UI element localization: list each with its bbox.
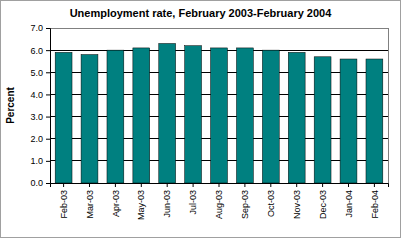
x-tick: Feb-04 (370, 183, 380, 219)
y-tick-mark (46, 94, 50, 95)
x-tick: Jul-03 (188, 183, 198, 215)
y-tick-label: 1.0 (30, 156, 43, 166)
y-tick-label: 7.0 (30, 23, 43, 33)
y-tick-label: 4.0 (30, 90, 43, 100)
title: Unemployment rate, February 2003-Februar… (70, 7, 333, 19)
x-tick-mark (219, 183, 220, 187)
bar (107, 50, 124, 183)
bar (133, 48, 150, 183)
x-tick: Sep-03 (240, 183, 250, 219)
y-tick-label: 6.0 (30, 46, 43, 56)
y-tick: 3.0 (30, 112, 50, 122)
y-tick: 6.0 (30, 46, 50, 56)
x-tick-mark (322, 183, 323, 187)
bar (211, 48, 228, 183)
x-tick-label: Jun-03 (162, 190, 172, 218)
y-tick-mark (46, 183, 50, 184)
x-tick-mark (296, 183, 297, 187)
x-tick: Jun-03 (162, 183, 172, 218)
x-tick-label: Feb-04 (370, 190, 380, 219)
x-tick-mark (244, 183, 245, 187)
y-tick-mark (46, 139, 50, 140)
x-tick: Feb-03 (59, 183, 69, 219)
x-tick: May-03 (136, 183, 146, 220)
y-tick: 0.0 (30, 178, 50, 188)
grid (50, 28, 388, 183)
x-tick: Oct-03 (266, 183, 276, 217)
bar (288, 52, 305, 183)
y-axis-line (46, 29, 51, 184)
plot-frame (50, 28, 388, 183)
y-axis: 0.0 1.0 2.0 3.0 4.0 5.0 6.0 7.0 (30, 23, 50, 188)
x-tick-label: Apr-03 (111, 190, 121, 217)
bars (55, 44, 383, 184)
x-tick-label: Feb-03 (59, 190, 69, 219)
y-tick-label: 0.0 (30, 178, 43, 188)
y-tick: 7.0 (30, 23, 50, 33)
bar (159, 44, 176, 184)
y-tick-label: 2.0 (30, 134, 43, 144)
chart: 0.0 1.0 2.0 3.0 4.0 5.0 6.0 7.0 Feb-03 Mar-03 Apr-… (0, 0, 401, 238)
bar (236, 48, 253, 183)
x-tick-label: Aug-03 (214, 190, 224, 219)
x-tick-mark (89, 183, 90, 187)
chart-border (1, 1, 401, 238)
x-tick-label: Dec-03 (318, 190, 328, 219)
x-tick-label: Jan-04 (344, 190, 354, 218)
y-tick-mark (46, 161, 50, 162)
x-tick-mark (115, 183, 116, 187)
y-tick: 4.0 (30, 90, 50, 100)
x-tick: Mar-03 (85, 183, 95, 219)
y-tick-mark (46, 72, 50, 73)
x-tick: Nov-03 (292, 183, 302, 219)
y-tick-mark (46, 50, 50, 51)
y-tick: 2.0 (30, 134, 50, 144)
bar (81, 55, 98, 183)
x-tick-mark (63, 183, 64, 187)
x-tick-label: May-03 (136, 190, 146, 220)
bar (262, 50, 279, 183)
y-axis-title: Percent (5, 86, 16, 123)
bar (55, 52, 72, 183)
y-tick: 1.0 (30, 156, 50, 166)
y-tick-mark (46, 117, 50, 118)
y-tick-mark (46, 28, 50, 29)
x-tick-label: Jul-03 (188, 190, 198, 215)
x-tick-mark (193, 183, 194, 187)
y-tick: 5.0 (30, 68, 50, 78)
y-tick-label: 3.0 (30, 112, 43, 122)
x-tick-label: Mar-03 (85, 190, 95, 219)
x-tick-label: Nov-03 (292, 190, 302, 219)
x-tick: Aug-03 (214, 183, 224, 219)
x-tick-label: Oct-03 (266, 190, 276, 217)
x-tick-mark (141, 183, 142, 187)
bar (314, 57, 331, 183)
x-axis: Feb-03 Mar-03 Apr-03 May-03 Jun-03 Jul-03 Aug-… (51, 183, 389, 220)
plot: 0.0 1.0 2.0 3.0 4.0 5.0 6.0 7.0 Feb-03 Mar-03 Apr-… (30, 23, 388, 220)
x-tick-mark (374, 183, 375, 187)
bar (366, 59, 383, 183)
y-tick-label: 5.0 (30, 68, 43, 78)
x-tick-mark (348, 183, 349, 187)
x-axis-line (51, 184, 389, 188)
x-tick: Jan-04 (344, 183, 354, 218)
x-tick-mark (270, 183, 271, 187)
x-tick-mark (167, 183, 168, 187)
x-tick: Apr-03 (111, 183, 121, 217)
x-tick-label: Sep-03 (240, 190, 250, 219)
bar (340, 59, 357, 183)
x-tick: Dec-03 (318, 183, 328, 219)
bar (185, 46, 202, 183)
